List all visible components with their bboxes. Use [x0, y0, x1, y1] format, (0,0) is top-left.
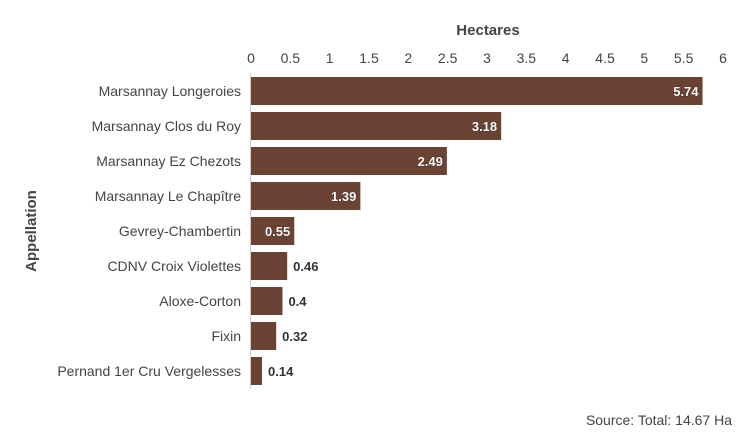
bar [251, 112, 502, 140]
bar [251, 77, 703, 105]
data-label: 0.46 [293, 259, 318, 274]
x-tick-label: 0.5 [281, 50, 301, 66]
bar [251, 217, 295, 245]
x-tick-label: 4.5 [595, 50, 615, 66]
data-label: 1.39 [331, 189, 356, 204]
x-tick-label: 5 [640, 50, 648, 66]
category-label: Pernand 1er Cru Vergelesses [57, 363, 241, 379]
category-label: Marsannay Le Chapître [95, 188, 242, 204]
bar [251, 182, 361, 210]
x-tick-label: 1.5 [359, 50, 379, 66]
x-tick-label: 1 [326, 50, 334, 66]
x-tick-label: 6 [719, 50, 727, 66]
x-tick-label: 2.5 [438, 50, 458, 66]
category-label: Aloxe-Corton [159, 293, 241, 309]
x-tick-label: 5.5 [674, 50, 694, 66]
bar [251, 147, 447, 175]
category-label: Fixin [211, 328, 241, 344]
data-label: 0.32 [282, 329, 307, 344]
category-label: Marsannay Clos du Roy [92, 118, 241, 134]
bar [251, 322, 277, 350]
category-label: Marsannay Ez Chezots [96, 153, 241, 169]
x-tick-label: 2 [404, 50, 412, 66]
data-label: 2.49 [418, 154, 443, 169]
x-axis-ticks: 0 0.5 1 1.5 2 2.5 3 3.5 4 4.5 5 5.5 6 [247, 50, 727, 66]
data-label: 0.55 [265, 224, 290, 239]
x-tick-label: 4 [562, 50, 570, 66]
category-label: Marsannay Longeroies [99, 83, 241, 99]
bar [251, 252, 288, 280]
data-label: 0.14 [268, 364, 294, 379]
data-label: 5.74 [673, 84, 699, 99]
bar [251, 357, 263, 385]
y-axis-title: Appellation [23, 190, 40, 272]
category-label: Gevrey-Chambertin [119, 223, 241, 239]
x-tick-label: 0 [247, 50, 255, 66]
bar [251, 287, 283, 315]
data-label: 3.18 [472, 119, 497, 134]
data-label: 0.4 [288, 294, 307, 309]
x-axis-title: Hectares [456, 22, 519, 39]
x-tick-label: 3.5 [517, 50, 537, 66]
source-note: Source: Total: 14.67 Ha [585, 412, 732, 428]
x-tick-label: 3 [483, 50, 491, 66]
category-label: CDNV Croix Violettes [107, 258, 241, 274]
bars-group: Marsannay Longeroies 5.74 Marsannay Clos d… [57, 77, 703, 385]
